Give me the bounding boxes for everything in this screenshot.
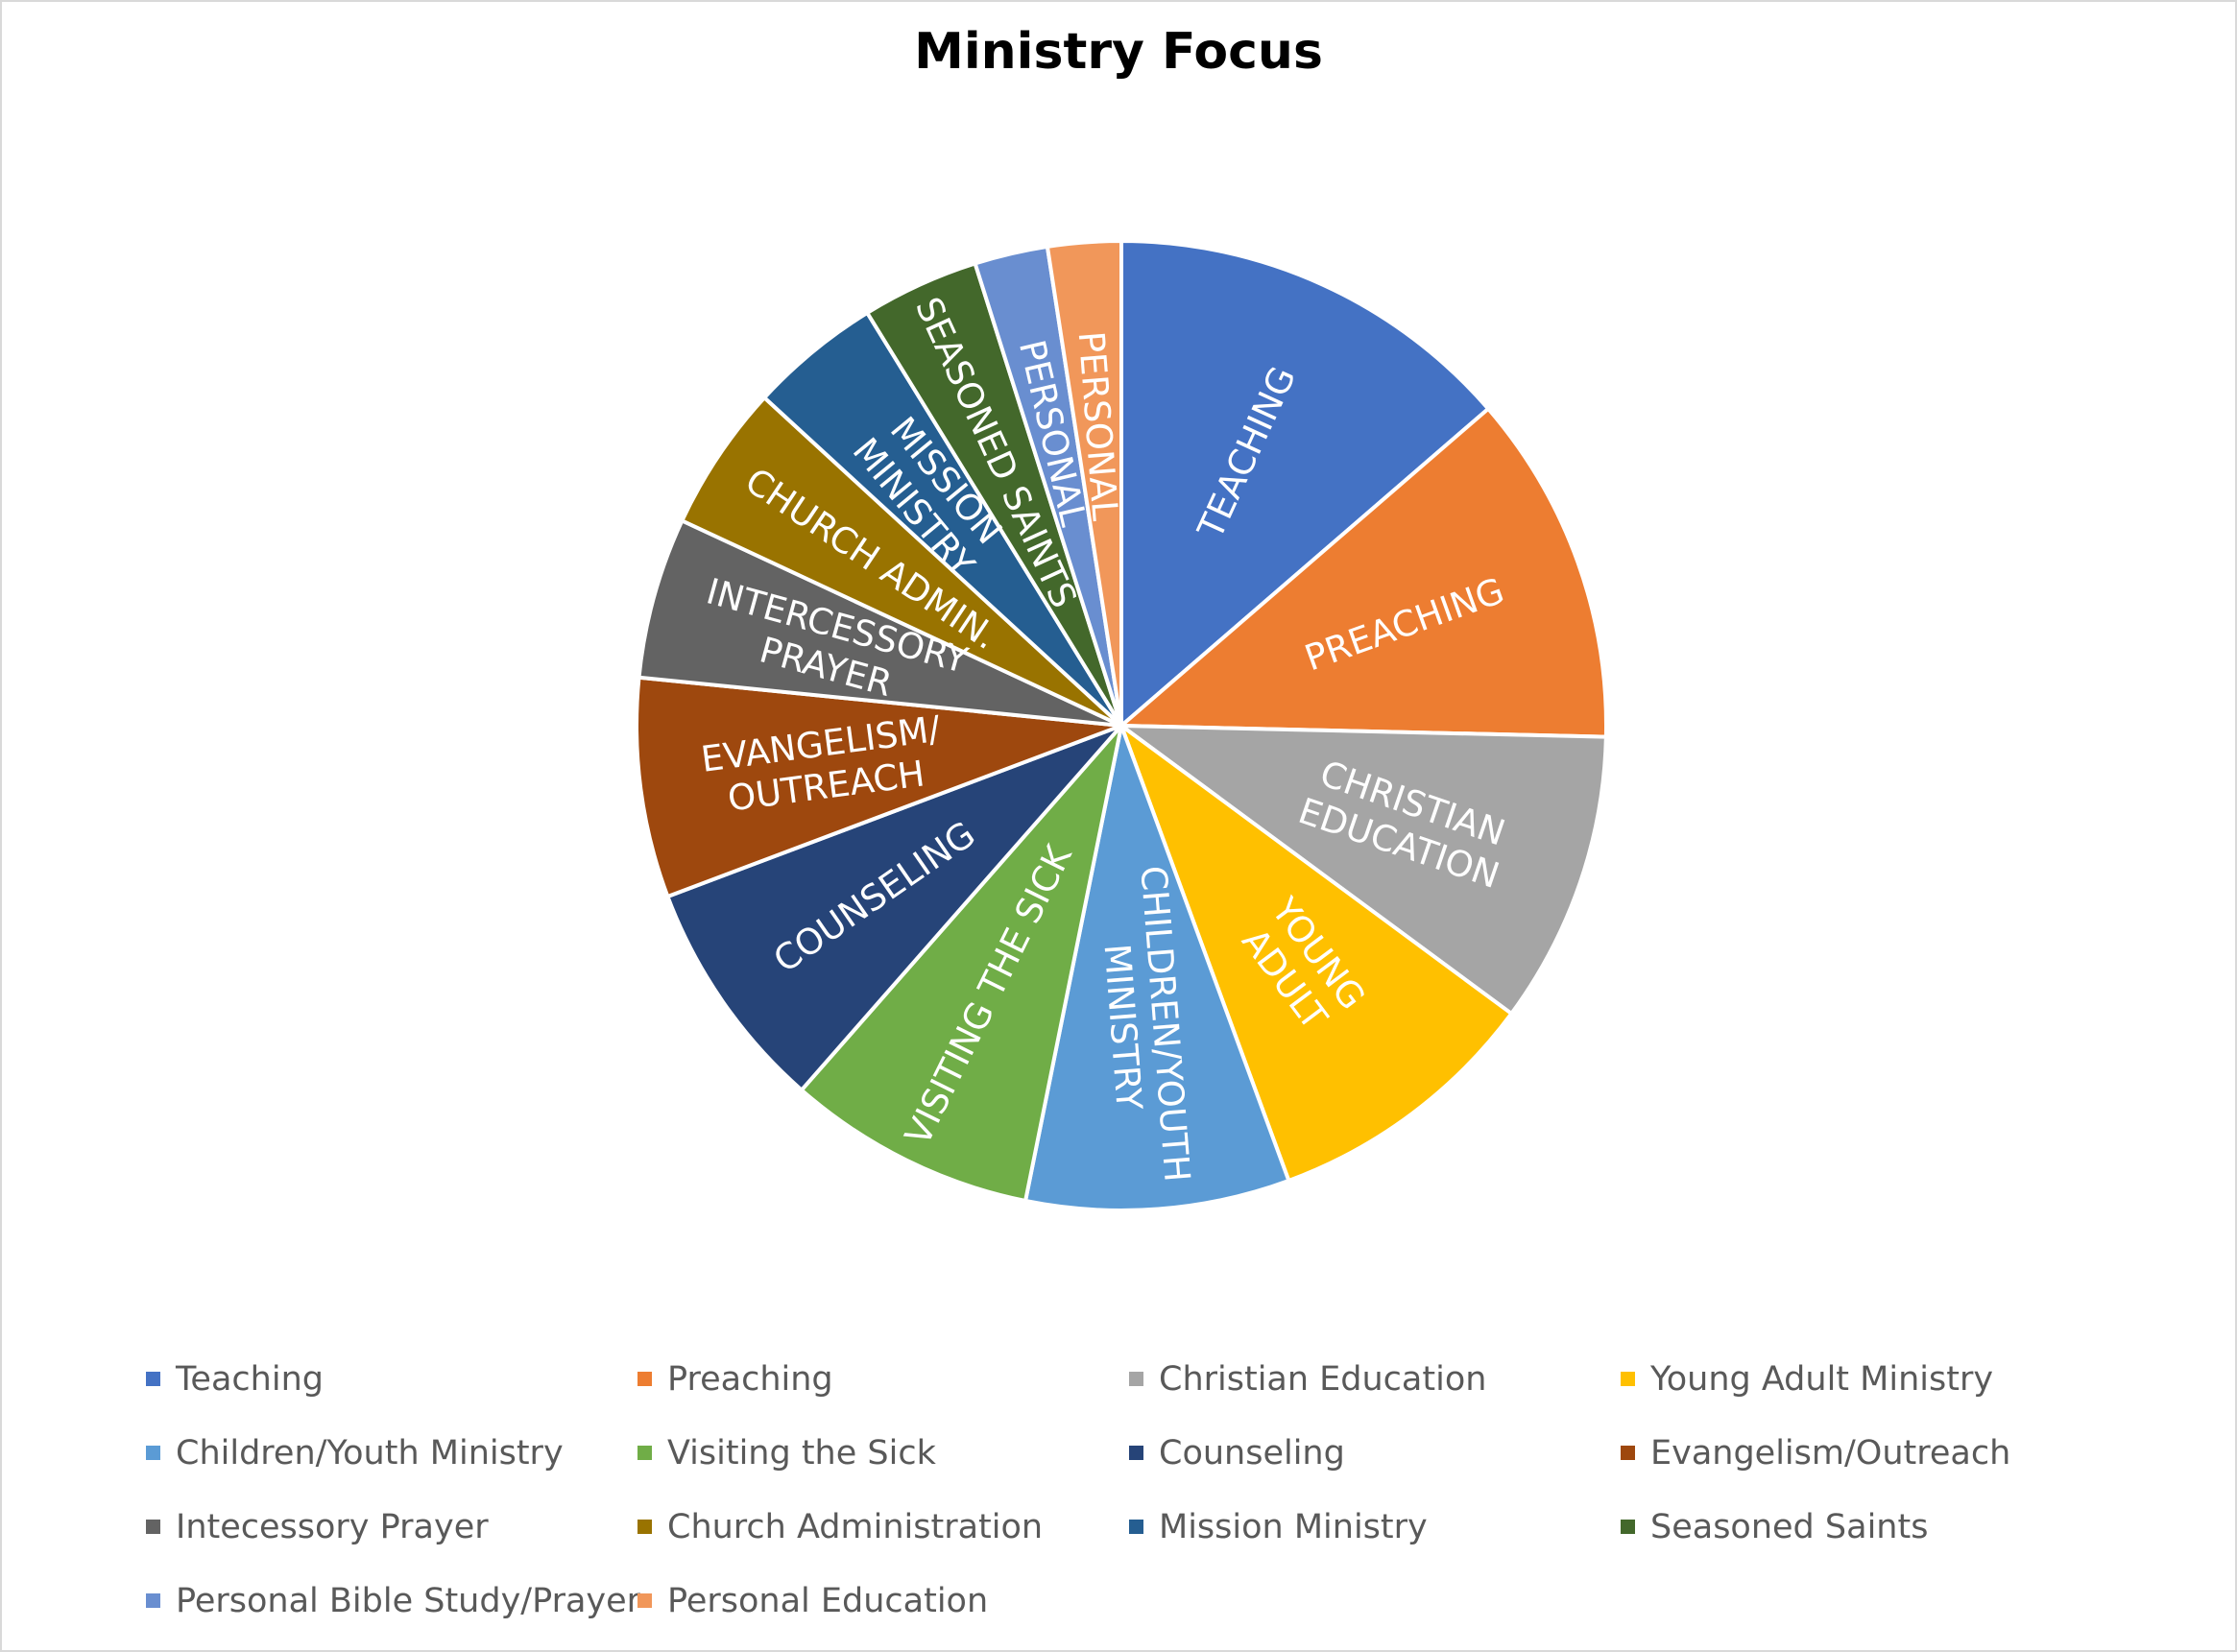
legend-swatch <box>146 1372 160 1386</box>
legend-item: Christian Education <box>1129 1342 1621 1416</box>
legend-label: Church Administration <box>667 1507 1044 1546</box>
legend-swatch <box>637 1446 652 1460</box>
legend-swatch <box>146 1520 160 1534</box>
pie-slice-church-administration <box>680 395 1123 728</box>
legend-item: Counseling <box>1129 1416 1621 1490</box>
legend-swatch <box>1621 1520 1635 1534</box>
pie-slice-teaching <box>1119 239 1491 728</box>
pie-slice-young-adult-ministry <box>1119 724 1514 1183</box>
legend-label: Teaching <box>176 1359 324 1399</box>
legend-item: Evangelism/Outreach <box>1621 1416 2112 1490</box>
legend-swatch <box>1621 1372 1635 1386</box>
legend-label: Preaching <box>667 1359 833 1399</box>
legend-label: Personal Bible Study/Prayer <box>176 1581 641 1620</box>
pie-slice-evangelism-outreach <box>635 675 1123 898</box>
legend-swatch <box>1621 1446 1635 1460</box>
pie-slice-christian-education <box>1119 724 1608 1016</box>
legend-item: Mission Ministry <box>1129 1490 1621 1564</box>
legend-swatch <box>1129 1372 1143 1386</box>
legend-swatch <box>146 1593 160 1608</box>
legend-swatch <box>1129 1446 1143 1460</box>
legend-item: Seasoned Saints <box>1621 1490 2112 1564</box>
legend-swatch <box>637 1520 652 1534</box>
legend-label: Children/Youth Ministry <box>176 1433 564 1472</box>
pie-slice-children-youth-ministry <box>1023 724 1291 1212</box>
legend-item: Church Administration <box>637 1490 1129 1564</box>
pie-slice-personal-education <box>1045 239 1123 728</box>
legend-swatch <box>146 1446 160 1460</box>
legend-label: Mission Ministry <box>1159 1507 1428 1546</box>
pie-slice-preaching <box>1119 406 1608 739</box>
legend-swatch <box>637 1372 652 1386</box>
pie-slice-counseling <box>665 724 1123 1092</box>
legend-item: Personal Bible Study/Prayer <box>146 1564 641 1638</box>
legend-item: Personal Education <box>637 1564 1129 1638</box>
chart-title: Ministry Focus <box>914 23 1323 81</box>
legend-item: Teaching <box>146 1342 637 1416</box>
legend-label: Christian Education <box>1159 1359 1487 1399</box>
legend-item: Preaching <box>637 1342 1129 1416</box>
pie-slice-visiting-the-sick <box>799 724 1123 1204</box>
legend-swatch <box>637 1593 652 1608</box>
legend-label: Intecessory Prayer <box>176 1507 489 1546</box>
chart-legend: Teaching Preaching Christian Education Youn… <box>146 1342 2162 1638</box>
legend-item: Children/Youth Ministry <box>146 1416 637 1490</box>
legend-label: Visiting the Sick <box>667 1433 936 1472</box>
legend-item: Intecessory Prayer <box>146 1490 637 1564</box>
legend-item: Visiting the Sick <box>637 1416 1129 1490</box>
pie-slice-intecessory-prayer <box>637 518 1123 728</box>
legend-label: Counseling <box>1159 1433 1345 1472</box>
legend-label: Seasoned Saints <box>1650 1507 1929 1546</box>
legend-label: Young Adult Ministry <box>1650 1359 1994 1399</box>
legend-label: Personal Education <box>667 1581 989 1620</box>
legend-swatch <box>1129 1520 1143 1534</box>
legend-label: Evangelism/Outreach <box>1650 1433 2011 1472</box>
legend-item: Young Adult Ministry <box>1621 1342 2112 1416</box>
